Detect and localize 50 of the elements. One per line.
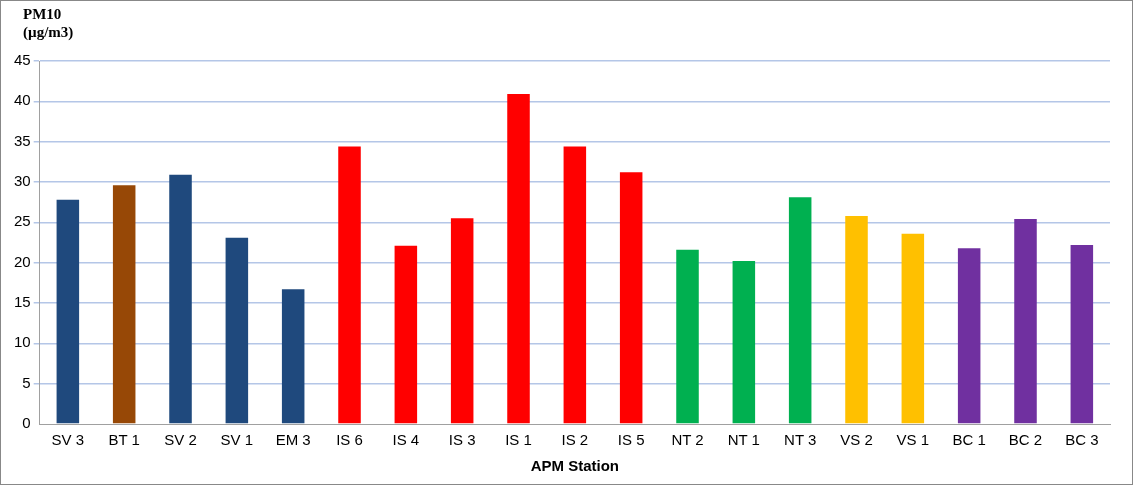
x-axis-title: APM Station [530, 457, 620, 475]
bar [394, 245, 418, 424]
x-tick-label: VS 1 [896, 431, 930, 449]
bar [507, 94, 530, 424]
x-tick-label: IS 5 [617, 431, 645, 449]
bar [56, 199, 80, 424]
x-tick-label: SV 1 [220, 431, 254, 449]
bar [788, 197, 812, 424]
x-tick-label: SV 2 [164, 431, 197, 449]
x-tick-label: NT 3 [784, 431, 817, 449]
x-tick-label: EM 3 [275, 431, 311, 449]
bar [1070, 244, 1094, 424]
y-tick-label: 25 [14, 212, 31, 230]
y-tick-label: 5 [22, 373, 31, 391]
y-tick-label: 10 [14, 333, 31, 351]
bar [732, 261, 756, 424]
bar [619, 172, 643, 424]
y-tick-label: 45 [14, 51, 31, 69]
y-tick-label: 0 [22, 414, 31, 432]
y-tick-label: 15 [14, 293, 31, 311]
x-tick-label: BC 3 [1065, 431, 1099, 449]
x-tick-label: IS 2 [561, 431, 589, 449]
x-tick-label: NT 1 [727, 431, 760, 449]
x-tick-label: SV 3 [51, 431, 85, 449]
y-tick-label: 30 [14, 172, 31, 190]
x-tick-label: IS 4 [392, 431, 420, 449]
x-tick-label: IS 6 [336, 431, 363, 449]
x-tick-label: BC 2 [1008, 431, 1043, 449]
y-tick-label: 35 [14, 131, 31, 149]
x-tick-label: BC 1 [952, 431, 986, 449]
bar [957, 248, 981, 424]
x-tick-label: NT 2 [671, 431, 704, 449]
x-tick-label: BT 1 [108, 431, 140, 449]
bar [225, 237, 249, 424]
bar [901, 233, 925, 424]
bar [450, 218, 474, 424]
bar [281, 289, 305, 424]
bar [676, 249, 699, 424]
bar [112, 185, 136, 424]
bar [1014, 219, 1037, 424]
x-tick-label: VS 2 [840, 431, 873, 449]
y-axis-title: PM10 (µg/m3) [23, 5, 74, 41]
y-tick-label: 20 [14, 252, 31, 270]
x-tick-label: IS 3 [448, 431, 476, 449]
bar [563, 146, 587, 424]
bar [338, 146, 361, 424]
y-tick-label: 40 [14, 91, 31, 109]
bar [845, 215, 868, 424]
x-tick-label: IS 1 [505, 431, 532, 449]
bar [169, 174, 192, 424]
